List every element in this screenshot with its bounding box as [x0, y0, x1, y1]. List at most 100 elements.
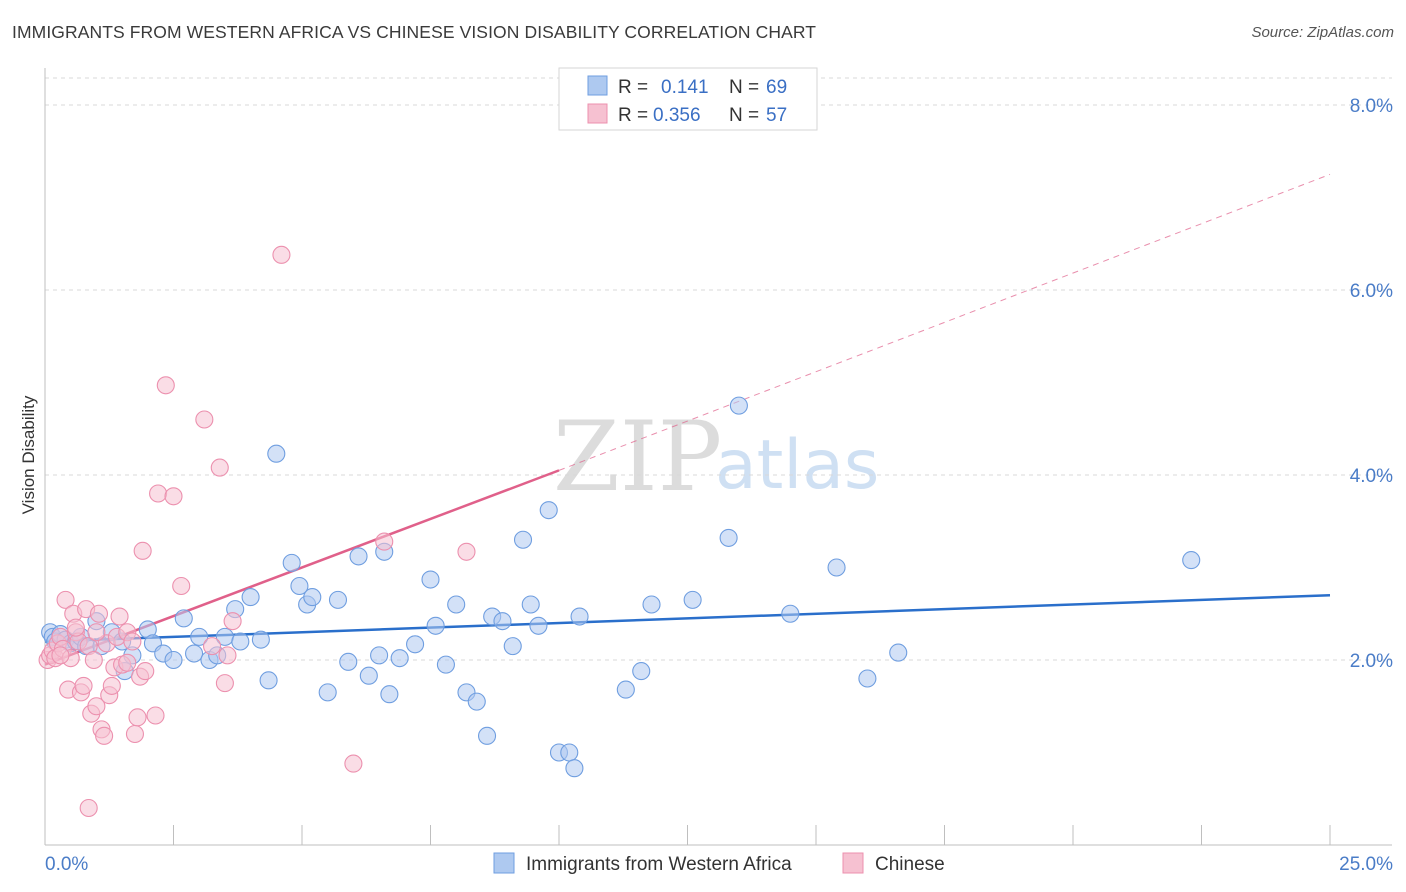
western-africa-point: [406, 635, 425, 654]
chinese-point: [223, 612, 242, 631]
y-axis-label: Vision Disability: [19, 395, 38, 514]
chinese-point: [272, 245, 291, 264]
legend-label-chinese: Chinese: [875, 854, 945, 875]
chinese-point: [87, 697, 106, 716]
legend-swatch-chinese: [842, 852, 864, 874]
chinese-point: [136, 662, 155, 681]
western-africa-point: [729, 396, 748, 415]
western-africa-point: [632, 662, 651, 681]
legend-r-value-1: 0.141: [661, 77, 709, 98]
western-africa-point: [477, 726, 497, 745]
western-africa-point: [827, 558, 846, 577]
series-legend: Immigrants from Western Africa Chinese: [493, 852, 945, 875]
chinese-point: [164, 487, 183, 506]
legend-n-label-1: N =: [729, 77, 759, 98]
chinese-trend-extension: [558, 173, 1331, 471]
western-africa-point: [174, 609, 193, 628]
chinese-point: [375, 532, 394, 551]
legend-r-value-2: 0.356: [653, 105, 701, 126]
legend-swatch-blue: [587, 75, 608, 96]
western-africa-point: [190, 627, 209, 646]
western-africa-point: [251, 630, 270, 649]
western-africa-point: [889, 643, 908, 662]
chinese-point: [218, 646, 237, 665]
western-africa-point: [185, 644, 204, 663]
chinese-point: [102, 676, 121, 695]
chinese-point: [87, 623, 106, 642]
gridlines: [45, 77, 1392, 661]
chinese-point: [84, 650, 103, 670]
western-africa-point: [231, 632, 250, 651]
western-africa-point: [259, 671, 278, 690]
chinese-point: [118, 653, 137, 672]
chinese-point: [172, 576, 191, 596]
western-africa-point: [513, 530, 533, 549]
chinese-point: [51, 646, 70, 665]
legend-r-label-2: R =: [618, 105, 648, 126]
western-africa-point: [390, 649, 409, 668]
western-africa-point: [858, 669, 877, 688]
western-africa-point: [318, 683, 337, 702]
chinese-point: [56, 590, 75, 609]
chinese-point: [95, 726, 114, 745]
western-africa-point: [560, 743, 579, 762]
western-africa-point: [349, 547, 368, 566]
chinese-point: [125, 724, 144, 744]
stats-legend: R = 0.141 N = 69 R = 0.356 N = 57: [558, 67, 818, 131]
legend-swatch-pink: [587, 103, 608, 124]
chinese-point: [195, 410, 214, 429]
chinese-point: [79, 798, 98, 818]
western-africa-point: [719, 528, 738, 547]
chinese-point: [110, 607, 129, 626]
western-africa-point: [781, 604, 800, 623]
chinese-point: [133, 541, 152, 560]
western-africa-point: [241, 588, 260, 607]
western-africa-point: [529, 616, 548, 635]
y-tick-label: 2.0%: [1350, 651, 1393, 672]
western-africa-point: [370, 646, 389, 665]
legend-n-value-1: 69: [766, 77, 787, 98]
western-africa-point: [447, 595, 466, 614]
legend-n-label-2: N =: [729, 105, 759, 126]
chinese-point: [210, 458, 229, 477]
western-africa-point: [282, 553, 301, 572]
chinese-point: [215, 674, 234, 693]
chinese-point: [74, 676, 93, 695]
western-africa-point: [328, 590, 348, 609]
western-africa-point: [565, 759, 584, 778]
chart-title: IMMIGRANTS FROM WESTERN AFRICA VS CHINES…: [12, 22, 817, 42]
western-africa-point: [436, 655, 455, 674]
data-points: [38, 245, 1201, 818]
western-africa-point: [642, 595, 661, 614]
chinese-point: [457, 542, 476, 561]
chinese-point: [146, 706, 165, 725]
y-tick-label: 6.0%: [1350, 281, 1393, 302]
chinese-point: [149, 484, 168, 503]
legend-swatch-western-africa: [493, 852, 515, 874]
chinese-point: [89, 604, 109, 623]
x-tick-label: 25.0%: [1339, 854, 1393, 875]
chinese-point: [66, 618, 85, 637]
western-africa-point: [616, 680, 635, 699]
western-africa-point: [539, 501, 558, 520]
western-africa-point: [164, 650, 183, 670]
western-africa-point: [467, 692, 486, 711]
y-tick-label: 4.0%: [1350, 466, 1393, 487]
western-africa-point: [303, 588, 322, 607]
axes: 2.0% 4.0% 6.0% 8.0% 0.0% 25.0%: [44, 68, 1393, 875]
western-africa-point: [493, 612, 512, 631]
legend-label-western-africa: Immigrants from Western Africa: [526, 854, 792, 875]
watermark-atlas: atlas: [715, 426, 879, 505]
western-africa-point: [521, 595, 540, 614]
legend-r-label-1: R =: [618, 77, 648, 98]
chinese-point: [156, 376, 175, 395]
western-africa-point: [683, 590, 702, 609]
western-africa-point: [426, 616, 445, 635]
chinese-point: [123, 632, 142, 651]
western-africa-point: [339, 652, 358, 671]
source-label: Source: ZipAtlas.com: [1251, 24, 1394, 41]
chinese-point: [344, 754, 363, 773]
x-tick-label: 0.0%: [45, 854, 88, 875]
western-africa-point: [503, 637, 522, 656]
